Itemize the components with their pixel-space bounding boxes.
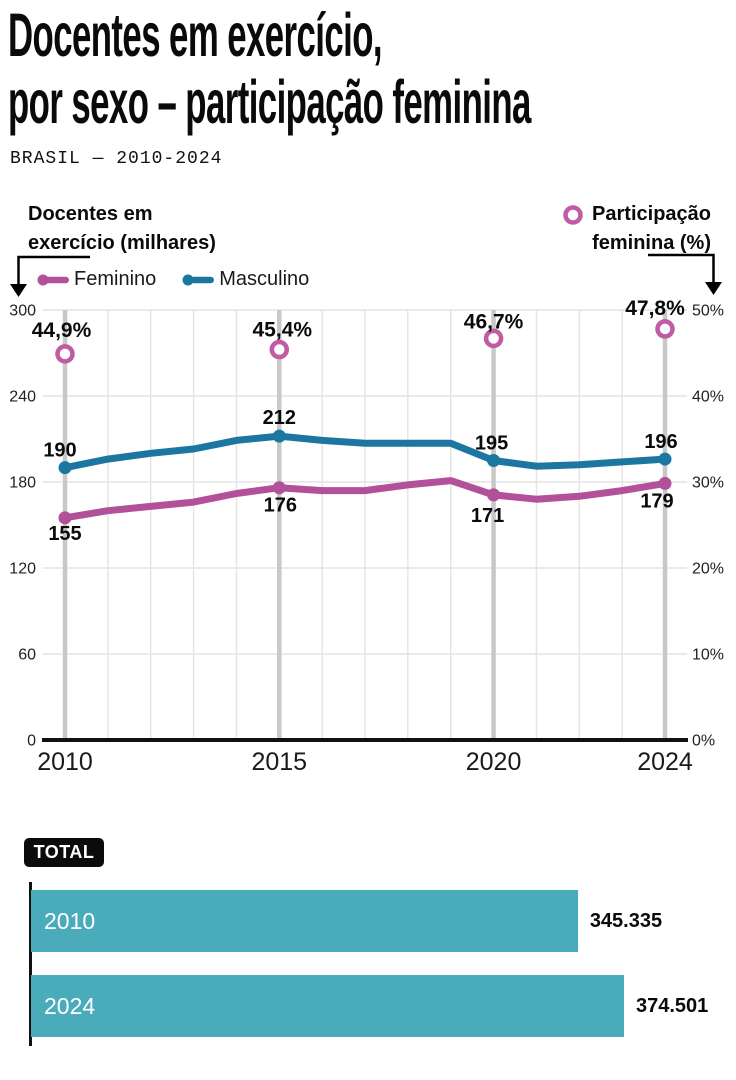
subtitle: BRASIL — 2010-2024 xyxy=(10,149,223,169)
series-line-masculino xyxy=(61,432,669,472)
data-point-masculino-2015 xyxy=(272,429,286,443)
legend-label-masculino: Masculino xyxy=(219,268,310,290)
legend: Feminino Masculino xyxy=(37,268,309,291)
bar-2010-value: 345.335 xyxy=(589,909,663,932)
bar-row-2024: 2024 374.501 xyxy=(31,975,708,1037)
legend-item-feminino: Feminino xyxy=(37,268,156,291)
left-axis-tick: 180 xyxy=(9,475,36,492)
total-bar-chart: 2010 345.335 2024 374.501 xyxy=(0,880,736,1080)
pct-label-2010: 44,9% xyxy=(32,319,92,342)
data-point-feminino-2010 xyxy=(58,511,72,525)
percent-marker-icon xyxy=(563,204,583,225)
right-axis-tick: 30% xyxy=(692,475,724,492)
right-axis-tick: 50% xyxy=(692,303,724,320)
value-label-feminino-2024: 179 xyxy=(640,490,673,512)
feminino-line-marker-icon xyxy=(37,274,69,285)
line-chart: 300 240 180 120 60 0 50% 40% 30% 20% 10% 0% 2010 2015… xyxy=(9,297,724,776)
bar-row-2010: 2010 345.335 xyxy=(31,890,662,952)
pct-marker-2010 xyxy=(55,344,75,364)
value-label-feminino-2015: 176 xyxy=(264,495,297,517)
page-title: Docentes em exercício, por sexo – partic… xyxy=(8,2,736,136)
data-point-masculino-2010 xyxy=(58,461,72,475)
bar-2010: 2010 xyxy=(31,890,578,952)
pct-marker-2024 xyxy=(655,319,675,339)
data-point-masculino-2024 xyxy=(658,452,672,466)
data-point-feminino-2024 xyxy=(658,476,672,490)
title-line-1: Docentes em exercício, xyxy=(8,1,383,69)
series-line-feminino xyxy=(61,477,669,522)
left-axis-tick: 0 xyxy=(27,733,36,750)
left-axis-tick: 300 xyxy=(9,303,36,320)
pct-marker-2015 xyxy=(269,339,290,360)
x-axis-tick: 2024 xyxy=(637,748,693,776)
left-axis-arrow-head-icon xyxy=(10,284,27,297)
legend-item-masculino: Masculino xyxy=(182,268,309,291)
left-axis-tick: 120 xyxy=(9,561,36,578)
right-axis-arrow-line xyxy=(648,253,715,282)
pct-marker-2020 xyxy=(483,328,504,349)
left-axis-tick: 240 xyxy=(9,389,36,406)
data-point-feminino-2015 xyxy=(272,481,286,495)
left-axis-arrow-line xyxy=(17,255,90,284)
right-axis-tick: 40% xyxy=(692,389,724,406)
masculino-line-marker-icon xyxy=(182,274,215,285)
pct-label-2024: 47,8% xyxy=(625,297,685,320)
data-point-masculino-2020 xyxy=(487,454,501,467)
right-axis-tick: 20% xyxy=(692,561,724,578)
x-axis-tick: 2020 xyxy=(466,748,522,776)
right-axis-title-line-1: Participação xyxy=(592,203,711,225)
bar-2024: 2024 xyxy=(31,975,624,1037)
axis-pointer-arrows xyxy=(10,253,722,297)
bar-chart-axis-line xyxy=(29,882,32,1046)
value-label-masculino-2015: 212 xyxy=(263,407,296,429)
right-axis-arrow-head-icon xyxy=(705,282,722,295)
x-axis-tick: 2010 xyxy=(37,748,93,776)
title-line-2: por sexo – participação feminina xyxy=(8,68,531,136)
value-label-feminino-2010: 155 xyxy=(48,523,81,545)
bar-2010-label: 2010 xyxy=(44,907,96,934)
x-axis-tick: 2015 xyxy=(251,748,307,776)
right-axis-title: Participação feminina (%) xyxy=(563,200,711,258)
bar-2024-label: 2024 xyxy=(44,992,96,1019)
right-axis-tick: 10% xyxy=(692,647,724,664)
value-label-feminino-2020: 171 xyxy=(471,505,504,527)
pct-label-2020: 46,7% xyxy=(464,310,524,333)
left-axis-title-line-1: Docentes em xyxy=(28,203,153,225)
value-label-masculino-2010: 190 xyxy=(43,440,76,462)
right-axis-tick: 0% xyxy=(692,733,715,750)
legend-label-feminino: Feminino xyxy=(74,268,157,290)
right-axis-title-line-2: feminina (%) xyxy=(592,232,711,254)
data-point-feminino-2020 xyxy=(487,488,501,502)
pct-label-2015: 45,4% xyxy=(253,319,313,342)
left-axis-tick: 60 xyxy=(18,647,36,664)
left-axis-title: Docentes em exercício (milhares) xyxy=(28,200,216,258)
total-badge: TOTAL xyxy=(24,838,104,867)
value-label-masculino-2024: 196 xyxy=(644,431,677,453)
left-axis-title-line-2: exercício (milhares) xyxy=(28,232,216,254)
bar-2024-value: 374.501 xyxy=(636,994,709,1017)
value-label-masculino-2020: 195 xyxy=(475,433,508,455)
